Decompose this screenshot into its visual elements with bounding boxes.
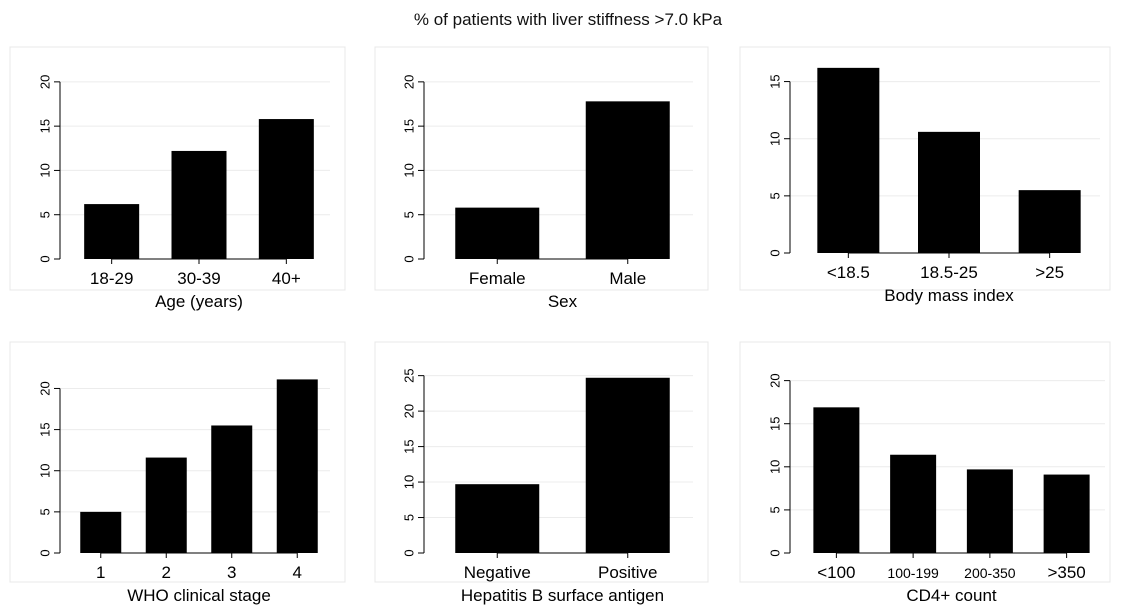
x-tick-label: 40+ <box>272 269 301 288</box>
y-tick-label: 0 <box>37 549 52 556</box>
bar <box>276 379 318 553</box>
y-tick-label: 5 <box>767 192 782 199</box>
x-axis-title: Sex <box>548 292 578 311</box>
y-tick-label: 25 <box>401 368 416 382</box>
bar <box>455 484 540 553</box>
y-tick-label: 5 <box>767 506 782 513</box>
bar <box>80 511 122 553</box>
bar <box>585 377 670 553</box>
y-tick-label: 20 <box>401 404 416 418</box>
x-tick-label: 1 <box>96 563 105 582</box>
y-tick-label: 15 <box>401 439 416 453</box>
y-tick-label: 20 <box>37 75 52 89</box>
y-tick-label: 15 <box>37 422 52 436</box>
bar <box>145 457 187 553</box>
bar <box>890 454 937 553</box>
y-tick-label: 10 <box>37 463 52 477</box>
x-tick-label: <100 <box>817 563 855 582</box>
y-tick-label: 5 <box>37 508 52 515</box>
y-tick-label: 5 <box>37 211 52 218</box>
x-tick-label: 4 <box>293 563 302 582</box>
y-tick-label: 10 <box>767 460 782 474</box>
y-tick-label: 15 <box>401 119 416 133</box>
y-tick-label: 20 <box>767 373 782 387</box>
y-tick-label: 0 <box>37 255 52 262</box>
x-tick-label: Male <box>609 269 646 288</box>
bar <box>84 204 140 259</box>
chart-panel-6: 0 5 10 15 20 <100 100-199 200-350 >350 CD4+ count <box>739 341 1111 605</box>
chart-panel-1: 0 5 10 15 20 18-29 30-39 40+ Age (years) <box>9 46 346 311</box>
x-tick-label: 18.5-25 <box>920 263 978 282</box>
y-tick-label: 10 <box>37 163 52 177</box>
bar <box>813 407 860 553</box>
bar <box>211 425 253 553</box>
x-tick-label: 2 <box>162 563 171 582</box>
chart-panel-2: 0 5 10 15 20 Female Male Sex <box>374 46 709 311</box>
x-tick-label: Positive <box>598 563 658 582</box>
x-tick-label: <18.5 <box>827 263 870 282</box>
y-tick-label: 20 <box>37 381 52 395</box>
x-tick-label: 200-350 <box>964 565 1016 581</box>
x-tick-label: 18-29 <box>90 269 133 288</box>
chart-panel-3: 0 5 10 15 <18.5 18.5-25 >25 Body mass index <box>739 46 1111 305</box>
y-tick-label: 15 <box>37 119 52 133</box>
x-tick-label: 3 <box>227 563 236 582</box>
y-tick-label: 10 <box>401 475 416 489</box>
y-tick-label: 0 <box>401 549 416 556</box>
y-tick-label: 5 <box>401 211 416 218</box>
x-axis-title: Hepatitis B surface antigen <box>461 586 664 605</box>
x-axis-title: Body mass index <box>884 286 1014 305</box>
x-axis-title: CD4+ count <box>906 586 997 605</box>
x-tick-label: 30-39 <box>177 269 220 288</box>
bar <box>1018 190 1081 253</box>
bar <box>1043 474 1090 553</box>
y-tick-label: 0 <box>767 249 782 256</box>
chart-panel-4: 0 5 10 15 20 1 2 3 4 WHO clinical stage <box>9 341 346 605</box>
figure-title: % of patients with liver stiffness >7.0 … <box>414 10 723 29</box>
x-axis-title: WHO clinical stage <box>127 586 271 605</box>
x-axis-title: Age (years) <box>155 292 243 311</box>
bar <box>585 101 670 259</box>
x-tick-label: Negative <box>464 563 531 582</box>
y-tick-label: 15 <box>767 74 782 88</box>
bar <box>258 119 314 259</box>
bar <box>171 150 227 259</box>
bar <box>817 67 880 253</box>
x-tick-label: >350 <box>1047 563 1085 582</box>
x-tick-label: 100-199 <box>887 565 939 581</box>
x-tick-label: >25 <box>1035 263 1064 282</box>
bar <box>918 131 980 253</box>
y-tick-label: 20 <box>401 75 416 89</box>
y-tick-label: 0 <box>767 549 782 556</box>
y-tick-label: 0 <box>401 255 416 262</box>
y-tick-label: 10 <box>401 163 416 177</box>
bar <box>966 469 1013 553</box>
chart-panel-5: 0 5 10 15 20 25 Negative Positive Hepatitis B su… <box>374 341 709 605</box>
y-tick-label: 5 <box>401 514 416 521</box>
x-tick-label: Female <box>469 269 526 288</box>
bar <box>455 207 540 259</box>
y-tick-label: 15 <box>767 416 782 430</box>
y-tick-label: 10 <box>767 131 782 145</box>
